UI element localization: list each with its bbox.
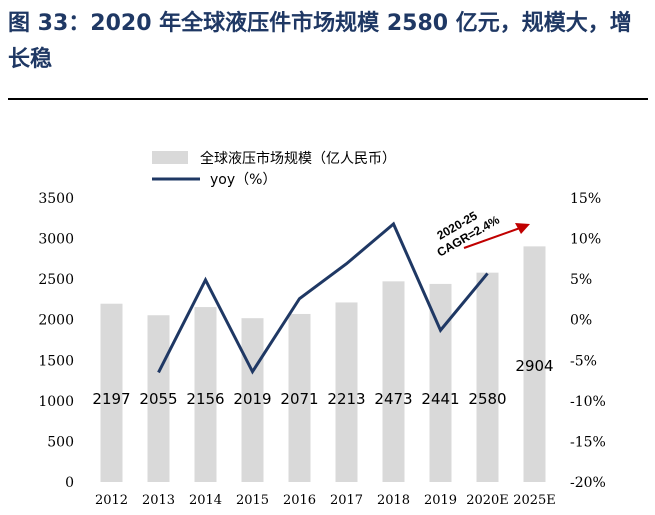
cagr-annotation: 2020-25 CAGR=2.4% [435,208,530,260]
data-label-2015: 2019 [233,390,271,408]
y-right-tick: 10% [570,232,601,248]
y-left-tick: 0 [65,475,74,491]
x-tick: 2017 [330,493,363,508]
bar-2017 [335,302,358,482]
data-label-2025E: 2904 [515,357,553,375]
bar-2014 [194,307,217,482]
x-tick: 2015 [236,493,269,508]
data-label-2017: 2213 [327,390,365,408]
x-tick: 2025E [513,493,556,508]
data-label-2013: 2055 [139,390,177,408]
legend-bar-label: 全球液压市场规模（亿人民币） [200,150,396,167]
data-label-2019: 2441 [421,390,459,408]
data-label-2014: 2156 [186,390,224,408]
y-left-tick: 3000 [38,232,74,248]
chart-title: 图 33：2020 年全球液压件市场规模 2580 亿元，规模大，增长稳 [8,11,632,72]
data-label-2016: 2071 [280,390,318,408]
bar-2025E [523,246,546,482]
legend-line-label: yoy（%） [210,172,276,188]
data-label-2018: 2473 [374,390,412,408]
data-label-2012: 2197 [92,390,130,408]
y-left-tick: 500 [47,434,74,450]
y-right-tick: -20% [570,475,606,491]
x-tick: 2020E [466,493,509,508]
x-tick: 2013 [142,493,175,508]
y-right-tick: 15% [570,191,601,207]
x-tick: 2018 [377,493,410,508]
y-left-tick: 2000 [38,313,74,329]
title-divider [8,98,648,100]
data-label-2020E: 2580 [468,390,506,408]
y-left-tick: 1500 [38,353,74,369]
bar-2020E [476,272,499,482]
bar-2018 [382,281,405,482]
bar-2019 [429,283,452,482]
legend: 全球液压市场规模（亿人民币） yoy（%） [152,150,396,188]
bar-2013 [147,315,170,482]
yoy-line [157,221,489,375]
bar-2012 [100,303,123,482]
x-tick: 2019 [424,493,457,508]
y-left-tick: 1000 [38,394,74,410]
y-right-tick: -10% [570,394,606,410]
y-right-tick: -15% [570,434,606,450]
x-tick: 2014 [189,493,222,508]
y-right-tick: -5% [570,353,597,369]
y-right-tick: 5% [570,272,592,288]
y-right-tick: 0% [570,313,592,329]
annotation-arrow [463,227,521,249]
x-tick: 2016 [283,493,316,508]
legend-bar-swatch [152,151,188,164]
annotation-arrow-head [515,223,530,234]
y-left-tick: 2500 [38,272,74,288]
x-tick: 2012 [95,493,128,508]
y-left-tick: 3500 [38,191,74,207]
bar-2016 [288,313,311,482]
